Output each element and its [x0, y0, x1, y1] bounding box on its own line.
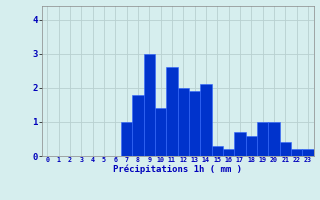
Bar — [257, 122, 268, 156]
Bar — [212, 146, 223, 156]
Bar — [166, 67, 178, 156]
Bar — [121, 122, 132, 156]
Bar — [189, 91, 200, 156]
Bar — [178, 88, 189, 156]
Bar — [302, 149, 314, 156]
Bar — [223, 149, 234, 156]
Bar — [155, 108, 166, 156]
Bar — [144, 54, 155, 156]
Bar — [268, 122, 280, 156]
Bar — [246, 136, 257, 156]
Bar — [132, 95, 144, 156]
Bar — [291, 149, 302, 156]
X-axis label: Précipitations 1h ( mm ): Précipitations 1h ( mm ) — [113, 164, 242, 174]
Bar — [200, 84, 212, 156]
Bar — [280, 142, 291, 156]
Bar — [234, 132, 246, 156]
